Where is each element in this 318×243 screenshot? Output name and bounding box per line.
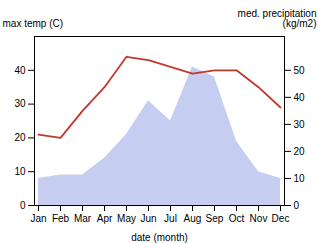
svg-text:Mar: Mar [74,213,92,224]
svg-text:0: 0 [20,200,26,211]
svg-text:0: 0 [294,200,300,211]
svg-text:Apr: Apr [97,213,113,224]
svg-text:Dec: Dec [272,213,290,224]
svg-text:40: 40 [14,65,26,76]
svg-text:Feb: Feb [52,213,70,224]
svg-text:40: 40 [294,92,306,103]
svg-text:30: 30 [14,98,26,109]
svg-text:med. precipitation(kg/m2): med. precipitation(kg/m2) [238,8,317,29]
svg-text:Sep: Sep [206,213,224,224]
svg-text:10: 10 [294,173,306,184]
svg-text:max temp (C): max temp (C) [3,18,64,29]
svg-text:20: 20 [294,146,306,157]
svg-text:50: 50 [294,65,306,76]
svg-text:30: 30 [294,119,306,130]
svg-text:May: May [117,213,136,224]
svg-text:Oct: Oct [229,213,245,224]
svg-text:Jul: Jul [164,213,177,224]
svg-text:date (month): date (month) [131,232,188,243]
svg-text:10: 10 [14,166,26,177]
svg-text:Jun: Jun [140,213,156,224]
svg-text:Nov: Nov [250,213,268,224]
svg-text:20: 20 [14,132,26,143]
svg-text:Aug: Aug [184,213,202,224]
svg-text:Jan: Jan [30,213,46,224]
